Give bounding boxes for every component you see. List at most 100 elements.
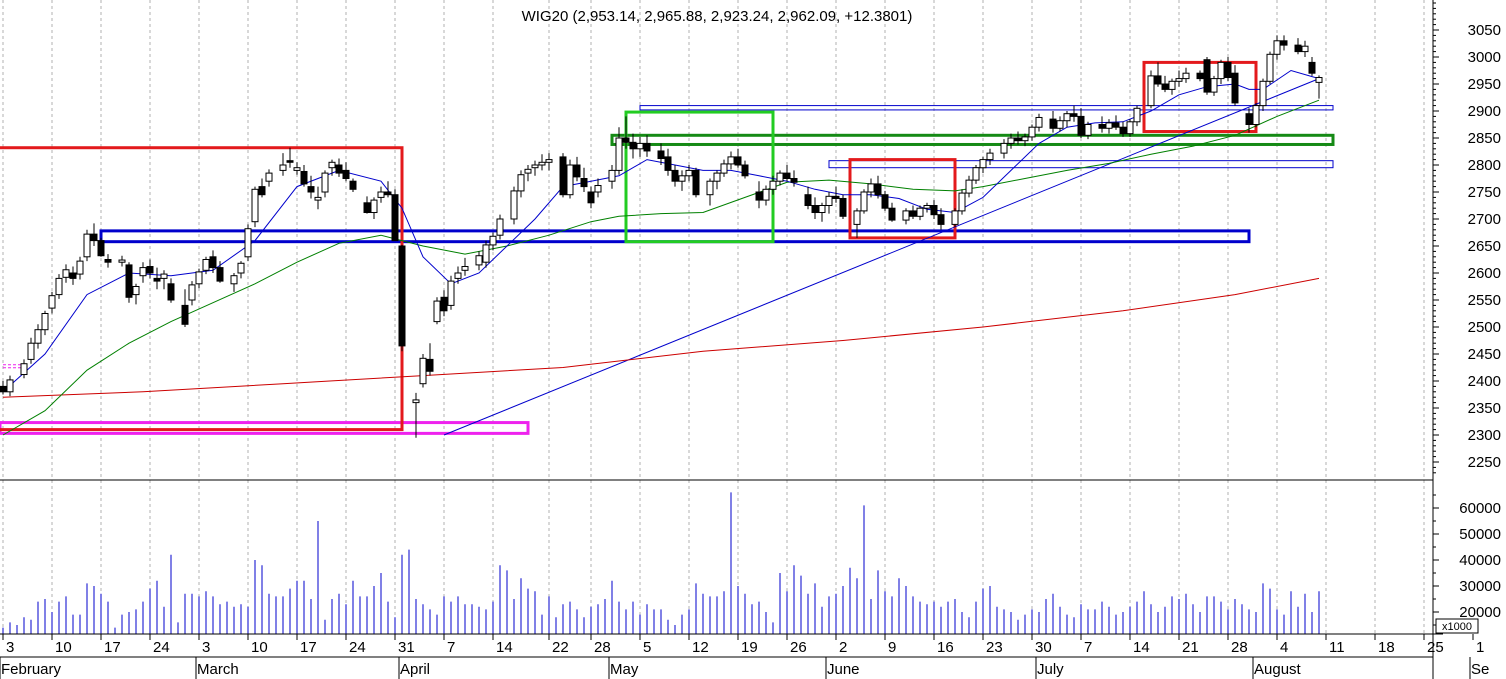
candle [167,278,175,303]
candle-body-up [48,295,56,309]
candle [342,162,350,182]
candle-body-down [573,164,581,178]
candle [776,170,784,186]
date-tick-label: 10 [251,639,268,656]
candle [657,143,665,165]
candle [97,237,105,257]
candle [524,165,532,182]
candle [370,197,378,219]
candle [1308,57,1316,76]
candle-body-up [678,175,686,182]
month-label: March [197,661,239,678]
candle [419,354,427,388]
candle [1273,35,1281,60]
candle [790,170,798,187]
candle-body-up [139,267,147,277]
candle-body-down [559,156,567,196]
candle [139,262,147,283]
candle [328,159,336,176]
candle-body-up [951,210,959,225]
candle [293,162,301,175]
date-tick-label: 22 [552,639,569,656]
candle-body-down [881,194,889,209]
candle [951,208,959,228]
date-tick-label: 18 [1378,639,1395,656]
candle [160,270,168,290]
candle [811,197,819,219]
annotation-box [1142,60,1258,134]
candle-body-down [930,205,938,216]
candle [1063,111,1071,128]
candle-body-down [755,191,763,201]
candle [1210,75,1218,96]
price-tick-label: 2650 [1468,238,1501,255]
candle-body-down [209,256,217,269]
candle-body-up [986,152,994,161]
gridlines [2,0,1425,634]
date-tick-label: 3 [6,639,14,656]
candle-body-down [258,186,266,196]
candle [1168,78,1176,95]
candle [426,343,434,376]
candle-body-up [902,210,910,221]
volume-tick-label: 40000 [1459,552,1501,569]
candle-body-down [909,210,917,217]
candle [181,289,189,327]
candle-body-up [510,190,518,220]
candle [510,186,518,225]
candle [643,135,651,157]
candle-body-down [783,172,791,180]
date-tick-label: 26 [790,639,807,656]
candle-body-up [251,188,259,223]
candle [720,159,728,177]
candle [1056,116,1064,132]
candle [377,186,385,203]
candle [398,244,406,352]
price-tick-label: 2250 [1468,454,1501,471]
candle [69,266,77,285]
candle [447,275,455,310]
candle [1294,38,1302,55]
trendline [443,78,1320,436]
candle-body-up [545,159,553,163]
candle [20,359,28,379]
candle-body-up [419,357,427,385]
candle [937,208,945,230]
candle [1133,105,1141,127]
candle-body-down [216,267,224,282]
candle-body-down [1224,61,1232,79]
candle-body-down [181,304,189,325]
candle-body-up [1063,113,1071,122]
candle [83,229,91,262]
candle [853,208,861,238]
candle [1224,57,1232,82]
candle-body-up [860,191,868,212]
candle [335,158,343,177]
candle-body-up [1266,53,1274,82]
candle-body-down [391,194,399,242]
candle-body-up [1084,124,1092,136]
annotation-band [0,421,530,435]
chart-title: WIG20 (2,953.14, 2,965.88, 2,923.24, 2,9… [522,8,913,25]
candle-body-up [1105,122,1113,129]
candle-body-up [1035,116,1043,128]
candle [104,254,112,268]
candle-body-down [398,245,406,347]
candle-body-up [713,172,721,182]
candle [636,136,644,157]
candle-body-up [1210,78,1218,93]
candle-body-down [1112,122,1120,128]
candle-body-up [923,205,931,209]
candle [965,175,973,198]
candle-body-down [1203,59,1211,93]
date-tick-label: 17 [104,639,121,656]
candle-body-up [979,159,987,169]
candle-body-down [286,160,294,163]
candle-body-up [636,142,644,150]
candle-body-up [454,272,462,279]
candle [314,186,322,210]
price-tick-label: 2750 [1468,184,1501,201]
candle [706,178,714,206]
candle [713,170,721,190]
candle-body-down [342,169,350,179]
